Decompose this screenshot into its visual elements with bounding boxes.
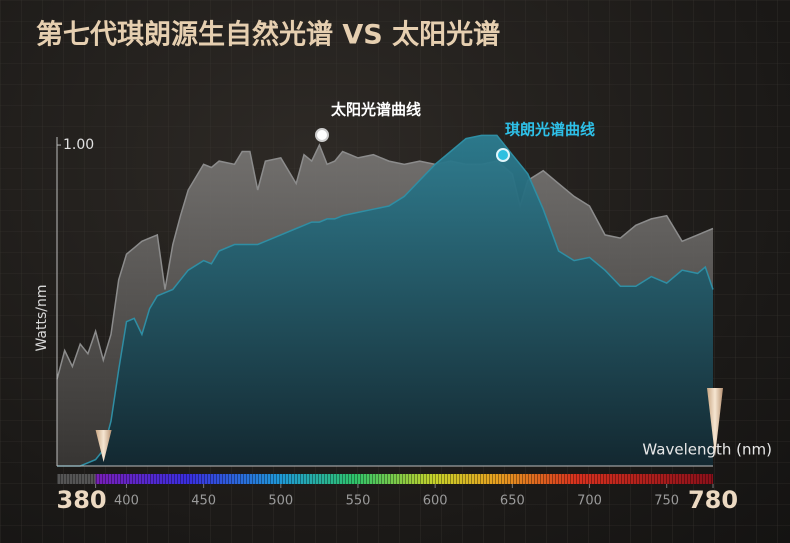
annotation-dot [496,148,510,162]
x-tick-label: 400 [114,494,139,509]
x-tick-label: 700 [577,494,602,509]
area-line [57,134,714,467]
annotation: 琪朗光谱曲线 [505,121,595,139]
y-tick-label: 1.00 [63,137,94,153]
annotation: 太阳光谱曲线 [331,101,421,119]
x-tick-label: 600 [423,494,448,509]
annotation-dot [315,128,329,142]
x-tick-label: 750 [654,494,679,509]
y-axis-label: Watts/nm [34,284,50,351]
x-axis-label: Wavelength (nm) [642,441,772,459]
x-tick-label: 450 [191,494,216,509]
spectrum-stripes [57,474,713,484]
x-tick-label: 500 [268,494,293,509]
x-range-label: 380 [57,486,107,514]
plot-area: 1.00 [56,134,714,484]
x-tick-label: 650 [500,494,525,509]
area-line [56,143,714,380]
range-pointer [707,388,723,456]
area-fill [57,135,713,466]
x-tick-label: 550 [346,494,371,509]
range-pointer [95,430,112,462]
chart-title: 第七代琪朗源生自然光谱 VS 太阳光谱 [36,19,500,51]
x-range-label: 780 [688,486,738,514]
